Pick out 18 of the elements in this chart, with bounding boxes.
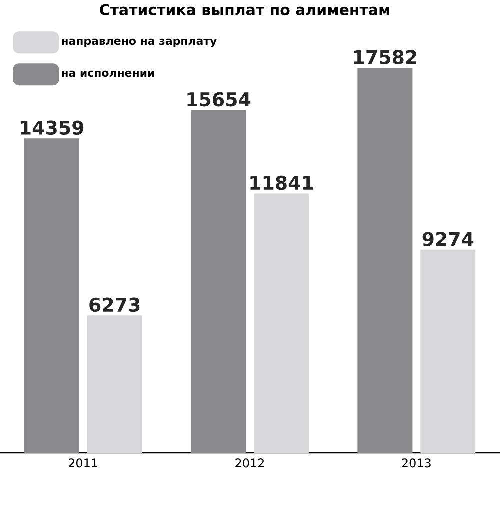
x-tick-label: 2013	[402, 458, 431, 468]
bar	[358, 68, 413, 453]
x-tick-label: 2012	[236, 458, 264, 468]
bar	[24, 138, 80, 453]
legend-label: направлено на зарплату	[62, 38, 217, 48]
data-label: 17582	[354, 50, 416, 64]
data-label: 11841	[250, 176, 314, 190]
data-label: 9274	[422, 232, 474, 246]
data-label: 6273	[90, 298, 140, 312]
data-label: 14359	[21, 120, 84, 136]
bar	[254, 194, 309, 453]
x-tick-label: 2011	[68, 458, 98, 468]
legend-label: на исполнении	[62, 70, 154, 78]
data-label: 15654	[188, 92, 251, 107]
bar	[420, 250, 476, 453]
chart-title: Статистика выплат по алиментам	[100, 4, 390, 16]
bar	[87, 316, 142, 453]
bar	[191, 110, 246, 453]
